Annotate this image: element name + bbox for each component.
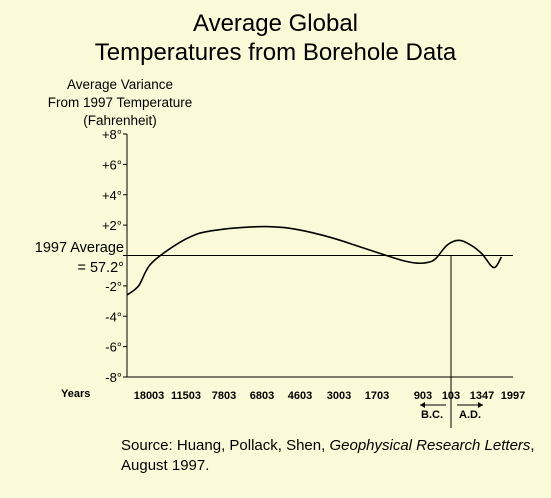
y-tick-label: -6°	[105, 340, 122, 355]
bc-arrowhead	[420, 402, 425, 408]
y-tick-label: -2°	[105, 279, 122, 294]
source-suffix: , August 1997.	[121, 437, 535, 474]
y-tick-label: -8°	[105, 370, 122, 385]
era-label-bc: B.C.	[421, 409, 443, 421]
x-tick-label: 4603	[288, 390, 312, 402]
x-tick-label: 3003	[327, 390, 351, 402]
reference-label-line1: 1997 Average	[34, 240, 124, 256]
source-prefix: Source: Huang, Pollack, Shen,	[121, 437, 330, 454]
source-citation: Source: Huang, Pollack, Shen, Geophysica…	[121, 436, 541, 476]
x-tick-label: 903	[414, 390, 432, 402]
chart-title-line2: Temperatures from Borehole Data	[94, 39, 457, 66]
temperature-series-line	[126, 225, 503, 296]
x-tick-label: 18003	[134, 390, 165, 402]
y-axis-label-line2: From 1997 Temperature	[47, 95, 193, 110]
x-tick-label: 1703	[365, 390, 389, 402]
y-tick-label: +8°	[102, 127, 122, 142]
y-tick-label: +2°	[102, 218, 122, 233]
reference-label-line2: = 57.2°	[77, 260, 124, 276]
x-tick-label: 7803	[212, 390, 236, 402]
x-tick-label: 6803	[250, 390, 274, 402]
y-tick-label: +4°	[102, 188, 122, 203]
source-journal: Geophysical Research Letters	[329, 437, 531, 454]
x-axis-label: Years	[61, 388, 91, 400]
y-tick-label: +6°	[102, 157, 122, 172]
y-tick-label: -4°	[105, 309, 122, 324]
era-label-ad: A.D.	[459, 409, 481, 421]
y-axis-label-line3: (Fahrenheit)	[83, 113, 157, 128]
ad-arrowhead	[478, 402, 483, 408]
x-tick-label: 1347	[470, 390, 494, 402]
x-tick-label: 11503	[171, 390, 201, 402]
y-axis-label-line1: Average Variance	[66, 77, 174, 92]
x-tick-label: 1997	[501, 390, 525, 402]
chart-title-line1: Average Global	[193, 10, 358, 37]
